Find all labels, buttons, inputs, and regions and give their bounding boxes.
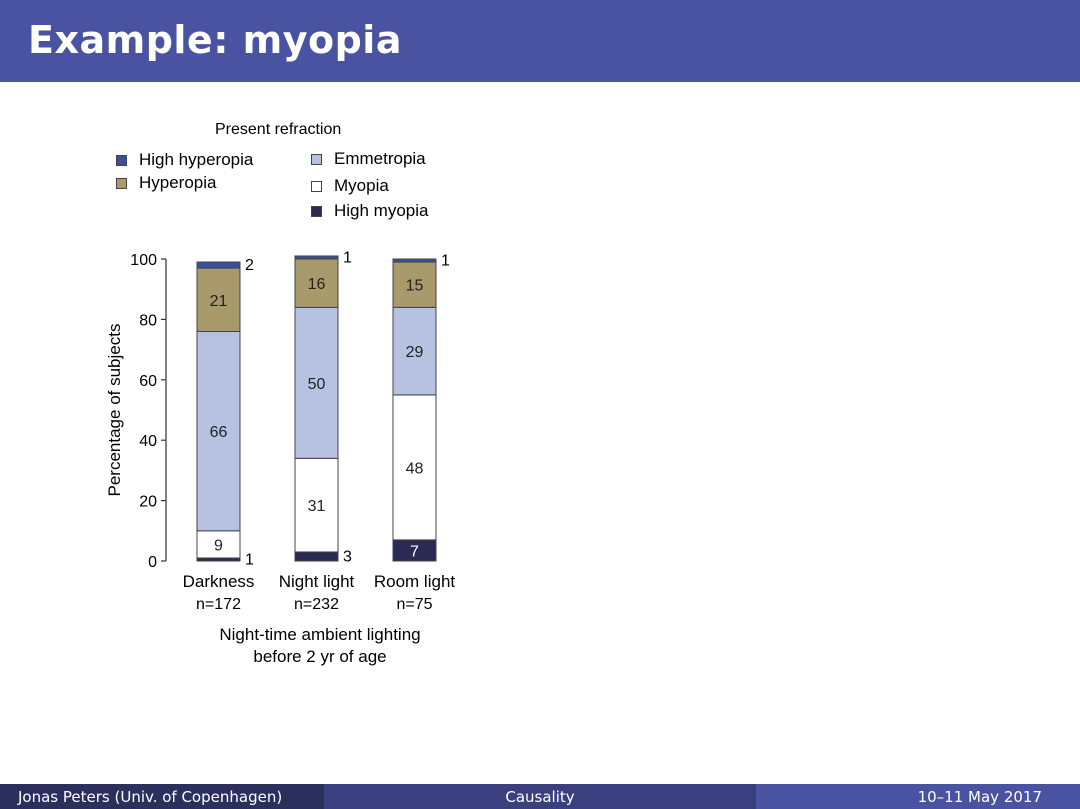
legend-label: High hyperopia <box>139 150 254 169</box>
y-tick-label: 100 <box>130 252 157 269</box>
data-label: 21 <box>210 293 228 310</box>
footer-date: 10–11 May 2017 <box>756 784 1080 809</box>
slide-header: Example: myopia <box>0 0 1080 82</box>
y-tick-label: 80 <box>139 312 157 329</box>
x-category-n-label: n=172 <box>196 596 241 613</box>
legend-swatch <box>311 180 322 192</box>
legend-label: Hyperopia <box>139 173 217 192</box>
bar-segment <box>196 261 241 269</box>
legend-swatch <box>116 154 127 166</box>
bar-segment <box>196 530 241 559</box>
legend-label: Myopia <box>334 176 389 195</box>
x-axis-label: before 2 yr of age <box>253 647 386 666</box>
x-category-n-label: n=75 <box>396 596 432 613</box>
bar-segment <box>294 457 339 553</box>
data-label: 31 <box>308 498 326 515</box>
bar-segment <box>294 551 339 562</box>
y-tick-label: 0 <box>148 554 157 571</box>
bar-segment <box>392 258 437 263</box>
footer-topic: Causality <box>324 784 756 809</box>
legend-swatch <box>311 205 322 217</box>
data-label: 1 <box>343 249 352 266</box>
y-tick-label: 60 <box>139 373 157 390</box>
bar-segment <box>196 267 241 332</box>
x-category-label: Darkness <box>183 572 255 591</box>
legend-item-emmetropia: Emmetropia <box>311 149 426 169</box>
bar-segment <box>294 258 339 308</box>
data-label: 1 <box>441 253 450 270</box>
x-category-n-label: n=232 <box>294 596 339 613</box>
x-axis-label: Night-time ambient lighting <box>219 625 420 644</box>
legend-item-myopia: Myopia <box>311 176 389 196</box>
legend-item-high-hyperopia: High hyperopia <box>116 150 253 170</box>
data-label: 9 <box>214 537 223 554</box>
legend-label: Emmetropia <box>334 149 426 168</box>
data-label: 48 <box>406 460 424 477</box>
y-tick-label: 20 <box>139 494 157 511</box>
data-label: 66 <box>210 424 228 441</box>
slide-title: Example: myopia <box>28 18 402 62</box>
bar-segment <box>294 255 339 260</box>
x-category-label: Room light <box>374 572 456 591</box>
legend-swatch <box>116 177 127 189</box>
legend-label: High myopia <box>334 201 429 220</box>
slide-footer: Jonas Peters (Univ. of Copenhagen) Causa… <box>0 784 1080 809</box>
data-label: 7 <box>410 543 419 560</box>
legend-item-hyperopia: Hyperopia <box>116 173 217 193</box>
bar-segment <box>294 306 339 459</box>
data-label: 1 <box>245 551 254 568</box>
data-label: 50 <box>308 376 326 393</box>
legend-swatch <box>311 153 322 165</box>
y-axis-label: Percentage of subjects <box>105 324 124 497</box>
x-category-label: Night light <box>279 572 355 591</box>
legend-title: Present refraction <box>215 121 342 138</box>
data-label: 3 <box>343 548 352 565</box>
bar-segment <box>392 394 437 541</box>
footer-author: Jonas Peters (Univ. of Copenhagen) <box>0 784 324 809</box>
bar-segment <box>196 330 241 532</box>
data-label: 16 <box>308 276 326 293</box>
data-label: 15 <box>406 278 424 295</box>
data-label: 2 <box>245 257 254 274</box>
legend-item-high-myopia: High myopia <box>311 201 429 221</box>
y-tick-label: 40 <box>139 433 157 450</box>
data-label: 29 <box>406 344 424 361</box>
